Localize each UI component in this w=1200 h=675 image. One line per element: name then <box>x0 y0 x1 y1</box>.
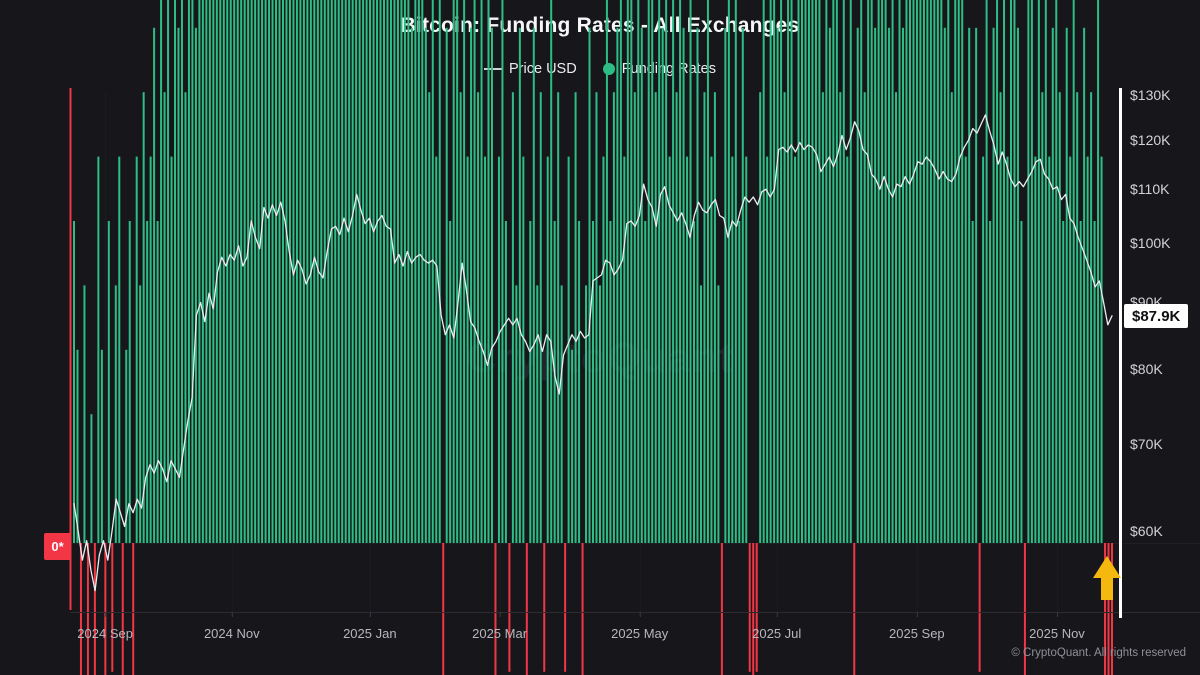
funding-dot-icon <box>602 63 615 75</box>
right-axis-tick-label: $120K <box>1130 132 1171 149</box>
copyright-text: © CryptoQuant. All rights reserved <box>1011 647 1186 659</box>
right-axis-tick-label: $130K <box>1130 87 1171 103</box>
x-axis-tick-label: 2025 Nov <box>1029 626 1085 641</box>
legend-funding-label: Funding Rates <box>621 61 716 77</box>
x-axis-tick-label: 2024 Nov <box>203 626 260 641</box>
legend-price-label: Price USD <box>509 61 577 77</box>
x-axis-tick-label: 2025 May <box>611 626 669 641</box>
last-price-badge: $87.9K <box>1124 303 1189 328</box>
right-axis-tick-label: $60K <box>1130 523 1163 540</box>
x-axis-tick-label: 2025 Mar <box>472 626 528 641</box>
x-axis-tick-label: 2025 Jan <box>343 626 397 641</box>
legend-item-funding[interactable]: Funding Rates <box>602 61 716 77</box>
x-axis-tick-label: 2025 Jul <box>752 626 802 641</box>
chart-title: Bitcoin: Funding Rates - All Exchanges <box>400 14 800 37</box>
right-axis-tick-label: $100K <box>1130 235 1171 251</box>
right-axis-tick-label: $70K <box>1130 436 1163 453</box>
legend-item-price[interactable]: Price USD <box>484 61 577 77</box>
right-axis-tick-label: $110K <box>1130 181 1170 198</box>
chart-legend: Price USD Funding Rates <box>0 58 1200 80</box>
right-axis-tick-label: $80K <box>1130 360 1163 377</box>
price-line-icon <box>484 68 502 70</box>
zero-axis-badge: 0* <box>44 533 71 560</box>
x-axis-tick-label: 2024 Sep <box>77 626 133 641</box>
x-axis-tick-label: 2025 Sep <box>889 626 945 641</box>
